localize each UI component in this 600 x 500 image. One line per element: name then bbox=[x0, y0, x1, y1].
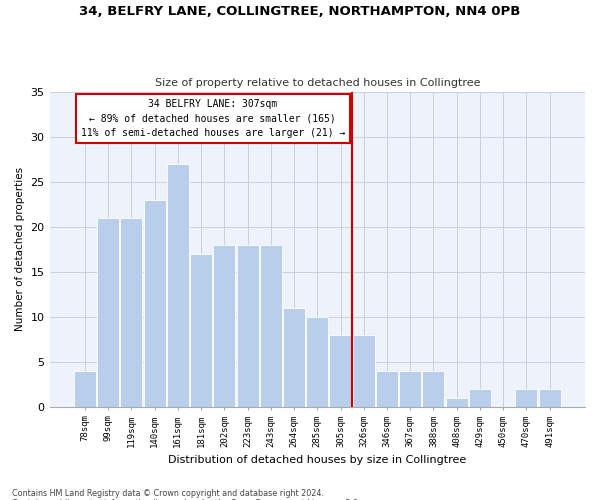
Bar bbox=[121, 218, 142, 407]
Bar bbox=[306, 316, 328, 407]
Bar bbox=[283, 308, 305, 407]
Title: Size of property relative to detached houses in Collingtree: Size of property relative to detached ho… bbox=[155, 78, 480, 88]
Bar bbox=[74, 371, 96, 407]
Bar bbox=[469, 389, 491, 407]
Bar bbox=[539, 389, 560, 407]
Bar bbox=[515, 389, 538, 407]
Text: 34 BELFRY LANE: 307sqm
← 89% of detached houses are smaller (165)
11% of semi-de: 34 BELFRY LANE: 307sqm ← 89% of detached… bbox=[80, 99, 345, 138]
Text: 34, BELFRY LANE, COLLINGTREE, NORTHAMPTON, NN4 0PB: 34, BELFRY LANE, COLLINGTREE, NORTHAMPTO… bbox=[79, 5, 521, 18]
Bar bbox=[260, 244, 282, 407]
Bar bbox=[399, 371, 421, 407]
Bar bbox=[329, 334, 352, 407]
Y-axis label: Number of detached properties: Number of detached properties bbox=[15, 167, 25, 331]
Bar bbox=[236, 244, 259, 407]
Bar bbox=[190, 254, 212, 407]
Text: Contains public sector information licensed under the Open Government Licence v3: Contains public sector information licen… bbox=[12, 498, 361, 500]
Bar bbox=[446, 398, 468, 407]
Bar bbox=[422, 371, 445, 407]
Bar bbox=[97, 218, 119, 407]
Bar bbox=[353, 334, 375, 407]
Bar bbox=[167, 164, 189, 407]
Bar bbox=[143, 200, 166, 407]
X-axis label: Distribution of detached houses by size in Collingtree: Distribution of detached houses by size … bbox=[168, 455, 466, 465]
Bar bbox=[213, 244, 235, 407]
Text: Contains HM Land Registry data © Crown copyright and database right 2024.: Contains HM Land Registry data © Crown c… bbox=[12, 488, 324, 498]
Bar bbox=[376, 371, 398, 407]
